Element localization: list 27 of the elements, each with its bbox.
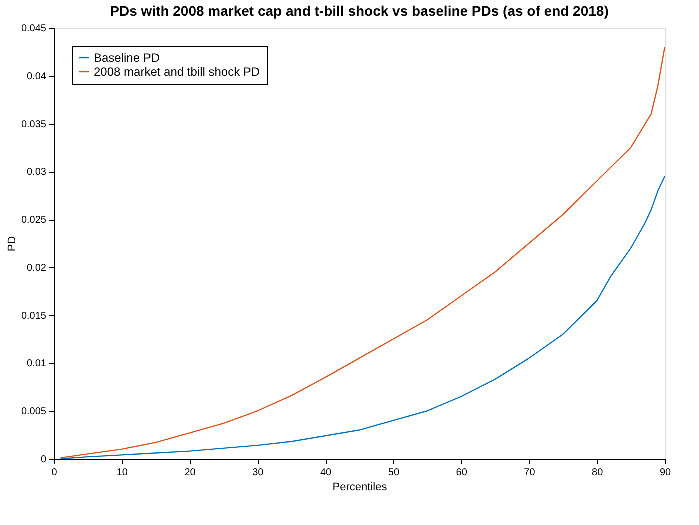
y-axis-title: PD <box>6 236 18 252</box>
x-tick-label: 0 <box>52 468 58 478</box>
y-tick-label: 0.005 <box>21 406 47 418</box>
y-tick-label: 0.01 <box>27 358 47 370</box>
y-tick-label: 0.025 <box>21 215 47 226</box>
y-tick-label: 0.04 <box>27 71 47 82</box>
line-series <box>60 46 666 459</box>
y-tick-label: 0.02 <box>27 262 47 274</box>
x-tick-label: 40 <box>320 468 332 478</box>
y-tick-label: 0 <box>40 454 47 466</box>
x-tick-label: 80 <box>592 468 604 478</box>
x-tick-label: 70 <box>524 468 536 478</box>
y-tick-label: 0.03 <box>27 167 47 178</box>
x-tick-label: 30 <box>252 468 264 478</box>
y-tick-label: 0.035 <box>21 119 47 130</box>
y-tick-label: 0.015 <box>21 310 47 322</box>
x-axis-title: Percentiles <box>332 482 388 494</box>
chart-title: PDs with 2008 market cap and t-bill shock vs baseline PDs (as of end 2018) <box>110 3 609 19</box>
legend-label: 2008 market and tbill shock PD <box>94 65 260 79</box>
x-tick-label: 90 <box>660 468 672 478</box>
y-tick-label: 0.045 <box>21 24 47 34</box>
x-tick-label: 10 <box>116 468 128 478</box>
x-tick-label: 50 <box>388 468 400 478</box>
line-series <box>60 176 666 460</box>
x-tick-label: 20 <box>184 468 196 478</box>
x-tick-label: 60 <box>456 468 468 478</box>
legend-label: Baseline PD <box>94 51 160 65</box>
